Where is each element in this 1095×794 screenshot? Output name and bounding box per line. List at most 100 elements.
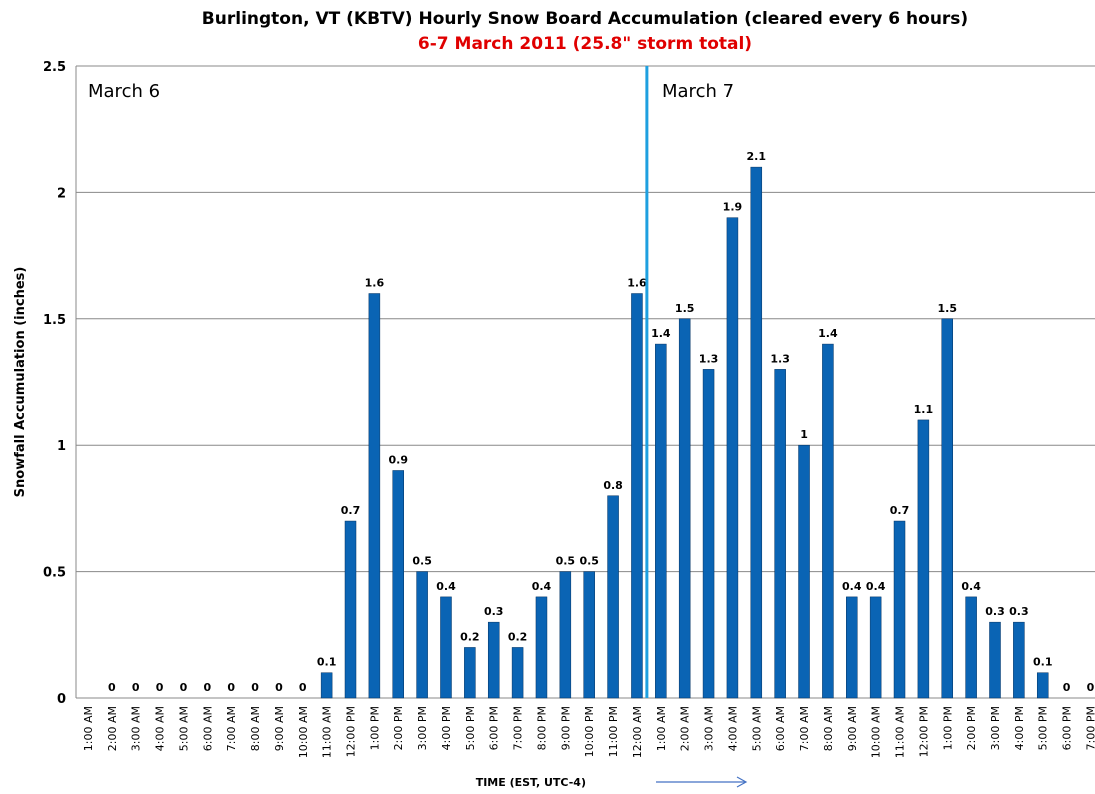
- bar: [774, 369, 786, 699]
- bar: [846, 596, 858, 699]
- data-label: 0.5: [412, 555, 432, 568]
- data-label: 0.1: [1033, 656, 1053, 669]
- x-tick-label: 9:00 AM: [846, 706, 859, 751]
- data-label: 1: [800, 428, 808, 441]
- bar: [869, 596, 882, 699]
- bar: [440, 596, 452, 699]
- x-tick-label: 5:00 AM: [750, 706, 763, 751]
- data-label: 1.3: [699, 352, 719, 365]
- data-label: 0.1: [317, 656, 337, 669]
- data-label: 0: [299, 681, 307, 694]
- x-tick-label: 1:00 AM: [655, 706, 668, 751]
- x-tick-label: 3:00 AM: [703, 706, 716, 751]
- data-label: 0.3: [484, 605, 504, 618]
- x-axis-label: TIME (EST, UTC-4): [476, 776, 586, 789]
- bar: [607, 495, 619, 699]
- bar: [941, 318, 954, 699]
- data-label: 0: [227, 681, 235, 694]
- data-label: 1.9: [723, 201, 743, 214]
- x-tick-label: 3:00 PM: [416, 706, 429, 750]
- data-label: 0.3: [985, 605, 1005, 618]
- bar: [989, 621, 1001, 699]
- x-tick-label: 5:00 PM: [464, 706, 477, 750]
- bar: [631, 293, 643, 699]
- bar: [1036, 672, 1049, 699]
- data-label: 0.2: [460, 630, 480, 643]
- bar: [320, 672, 333, 699]
- data-label: 0.7: [890, 504, 910, 517]
- data-label: 0: [251, 681, 259, 694]
- bar: [1013, 621, 1025, 699]
- bar: [464, 647, 476, 699]
- x-tick-label: 9:00 PM: [559, 706, 572, 750]
- x-tick-label: 2:00 PM: [965, 706, 978, 750]
- x-tick-label: 4:00 AM: [726, 706, 739, 751]
- x-tick-label: 8:00 PM: [535, 706, 548, 750]
- x-tick-label: 11:00 AM: [321, 706, 334, 758]
- y-axis-label: Snowfall Accumulation (inches): [13, 267, 28, 498]
- x-tick-label: 5:00 PM: [1037, 706, 1050, 750]
- data-label: 0.4: [532, 580, 552, 593]
- data-label: 2.1: [747, 150, 767, 163]
- annotation: March 6: [88, 81, 160, 102]
- x-tick-label: 3:00 AM: [130, 706, 143, 751]
- data-label: 1.6: [365, 277, 385, 290]
- data-label: 1.3: [770, 352, 790, 365]
- x-tick-label: 5:00 AM: [177, 706, 190, 751]
- x-tick-label: 12:00 AM: [631, 706, 644, 758]
- bar: [416, 571, 428, 699]
- x-tick-label: 12:00 PM: [917, 706, 930, 757]
- x-arrow-head: [736, 776, 748, 788]
- x-tick-label: 2:00 AM: [106, 706, 119, 751]
- x-tick-label: 4:00 PM: [1013, 706, 1026, 750]
- data-label: 0.4: [866, 580, 886, 593]
- bar: [511, 647, 524, 699]
- data-label: 0.3: [1009, 605, 1029, 618]
- y-tick-label: 0.5: [43, 566, 66, 581]
- y-tick-label: 1: [57, 439, 66, 454]
- x-tick-label: 6:00 PM: [1061, 706, 1074, 750]
- data-label: 1.1: [914, 403, 934, 416]
- x-tick-label: 7:00 AM: [798, 706, 811, 751]
- x-tick-label: 7:00 PM: [512, 706, 525, 750]
- x-tick-label: 6:00 AM: [201, 706, 214, 751]
- data-label: 0: [1087, 681, 1095, 694]
- x-tick-label: 10:00 AM: [297, 706, 310, 758]
- x-tick-label: 7:00 AM: [225, 706, 238, 751]
- data-label: 0: [1063, 681, 1071, 694]
- bar: [678, 318, 691, 699]
- bar: [655, 343, 667, 699]
- x-tick-label: 10:00 PM: [583, 706, 596, 757]
- x-tick-label: 11:00 AM: [894, 706, 907, 758]
- bar: [487, 621, 500, 699]
- x-tick-label: 2:00 AM: [679, 706, 692, 751]
- y-tick-label: 2: [57, 186, 66, 201]
- data-label: 1.5: [938, 302, 958, 315]
- data-label: 1.4: [651, 327, 671, 340]
- bar: [726, 217, 739, 699]
- x-tick-label: 12:00 PM: [345, 706, 358, 757]
- data-label: 0.4: [436, 580, 456, 593]
- bar: [392, 470, 404, 699]
- data-label: 1.5: [675, 302, 695, 315]
- x-tick-label: 7:00 PM: [1084, 706, 1095, 750]
- x-tick-label: 1:00 PM: [941, 706, 954, 750]
- x-tick-label: 9:00 AM: [273, 706, 286, 751]
- data-label: 0: [108, 681, 116, 694]
- y-tick-label: 0: [57, 692, 66, 707]
- data-label: 0: [275, 681, 283, 694]
- bar: [368, 293, 381, 699]
- bar: [750, 166, 763, 699]
- bar: [798, 444, 810, 699]
- data-label: 0.4: [842, 580, 862, 593]
- data-label: 0.7: [341, 504, 361, 517]
- annotation: March 7: [662, 81, 734, 102]
- x-tick-label: 1:00 PM: [368, 706, 381, 750]
- x-tick-label: 8:00 AM: [822, 706, 835, 751]
- y-tick-label: 2.5: [43, 60, 66, 75]
- data-label: 0.8: [603, 479, 623, 492]
- data-label: 0: [180, 681, 188, 694]
- bar: [344, 520, 357, 699]
- y-tick-label: 1.5: [43, 313, 66, 328]
